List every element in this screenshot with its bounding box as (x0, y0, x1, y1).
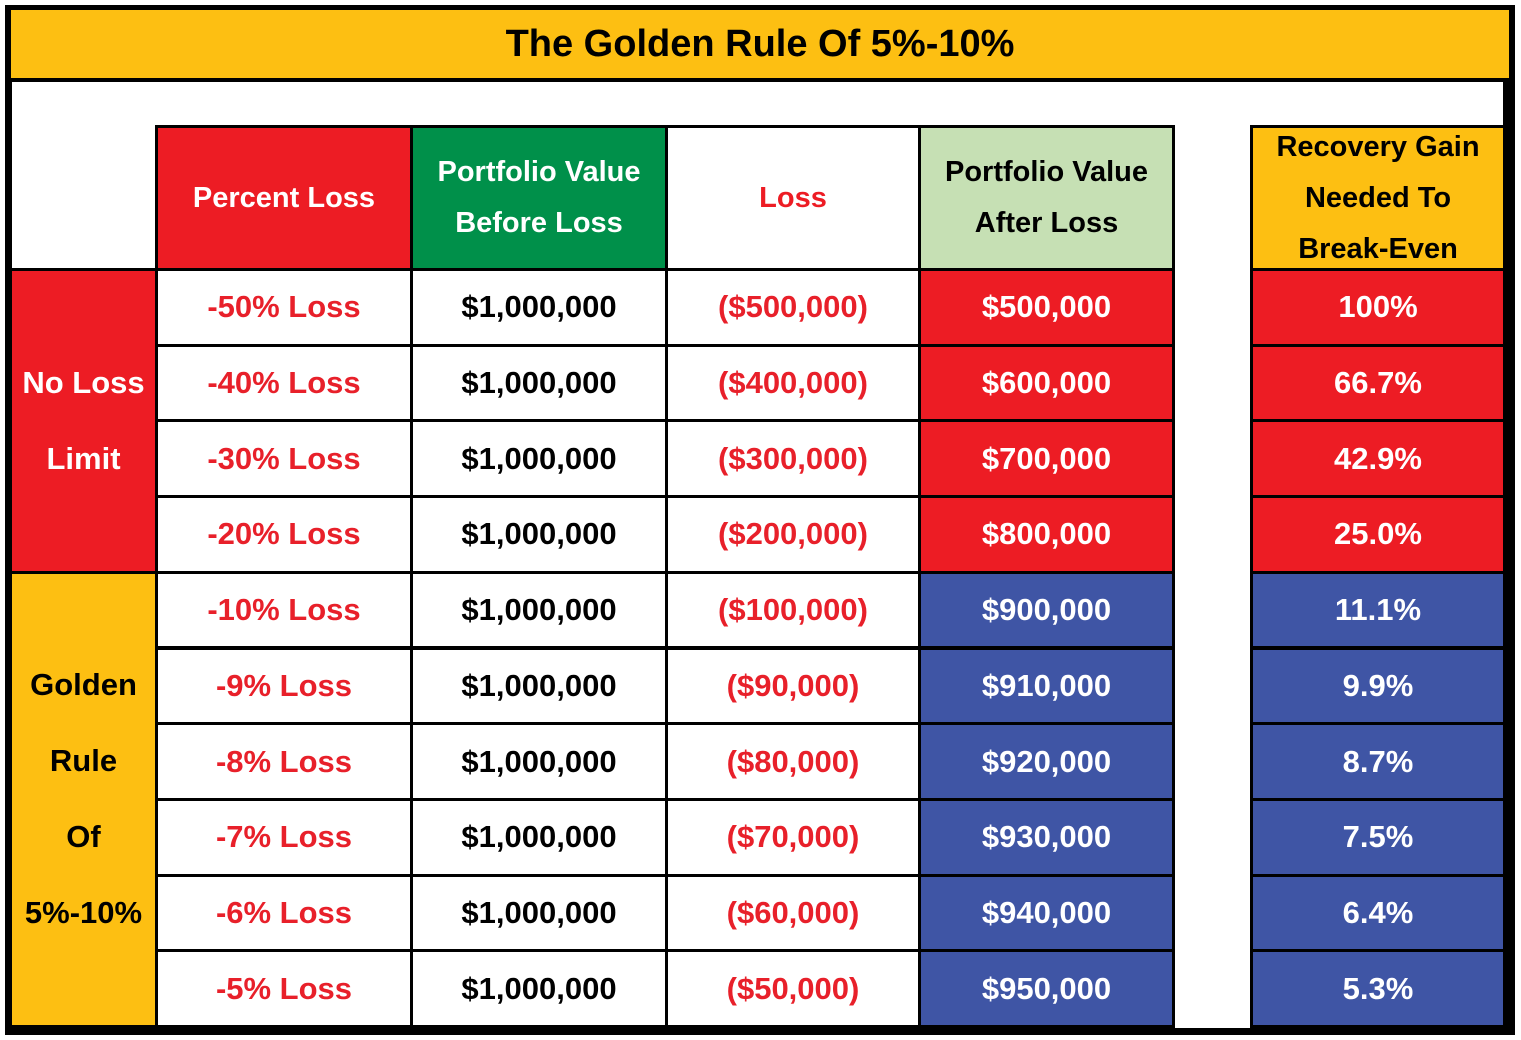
corner (12, 82, 155, 268)
table-cell: ($70,000) (668, 800, 918, 874)
table-cell: ($400,000) (668, 346, 918, 420)
table-cell: ($300,000) (668, 422, 918, 496)
table-cell: 5.3% (1253, 952, 1503, 1025)
table-cell: $900,000 (921, 573, 1172, 647)
table-cell: ($100,000) (668, 573, 918, 647)
column-header: Portfolio Value After Loss (921, 128, 1172, 268)
table-cell: -9% Loss (158, 649, 410, 723)
table-cell: $700,000 (921, 422, 1172, 496)
table-cell: $930,000 (921, 800, 1172, 874)
column-header: Percent Loss (158, 128, 410, 268)
table-cell: $1,000,000 (413, 573, 665, 647)
group-label-line: Limit (46, 440, 121, 476)
table-cell: -50% Loss (158, 271, 410, 344)
table-cell: -30% Loss (158, 422, 410, 496)
header-line: After Loss (974, 207, 1119, 239)
table-cell: ($80,000) (668, 725, 918, 798)
table-cell: 25.0% (1253, 498, 1503, 571)
group-label-line: Golden (30, 667, 137, 703)
table-cell: $920,000 (921, 725, 1172, 798)
table-cell: $1,000,000 (413, 725, 665, 798)
group-label-line: Rule (49, 743, 118, 779)
table-cell: $1,000,000 (413, 800, 665, 874)
table-cell: ($50,000) (668, 952, 918, 1025)
group-label-line: No Loss (22, 364, 145, 400)
table-cell: $910,000 (921, 649, 1172, 723)
header-line: Percent Loss (192, 181, 376, 214)
table-cell: $1,000,000 (413, 498, 665, 571)
table-cell: 100% (1253, 271, 1503, 344)
table-cell: 42.9% (1253, 422, 1503, 496)
header-line: Portfolio Value (437, 156, 641, 188)
table-cell: 66.7% (1253, 346, 1503, 420)
table-cell: $950,000 (921, 952, 1172, 1025)
table-cell: $1,000,000 (413, 271, 665, 344)
table-cell: ($90,000) (668, 649, 918, 723)
column-header: Portfolio Value Before Loss (413, 128, 665, 268)
table-cell: -20% Loss (158, 498, 410, 571)
table-cell: -10% Loss (158, 573, 410, 647)
group-label: Golden Rule Of 5%-10% (12, 573, 155, 1025)
table-cell: -6% Loss (158, 876, 410, 950)
spacer (12, 82, 1503, 125)
column-header: Loss (668, 128, 918, 268)
table-cell: 6.4% (1253, 876, 1503, 950)
table-cell: $800,000 (921, 498, 1172, 571)
table-cell: 7.5% (1253, 800, 1503, 874)
group-label-line: Of (66, 819, 101, 855)
table-cell: $940,000 (921, 876, 1172, 950)
group-label-line: 5%-10% (24, 895, 143, 931)
header-line: Needed To (1304, 181, 1452, 214)
table-cell: -40% Loss (158, 346, 410, 420)
group-label: No Loss Limit (12, 271, 155, 571)
table-cell: $1,000,000 (413, 952, 665, 1025)
column-header: Recovery Gain Needed To Break-Even (1253, 128, 1503, 268)
table-cell: -5% Loss (158, 952, 410, 1025)
table-cell: -7% Loss (158, 800, 410, 874)
header-line: Before Loss (455, 207, 623, 239)
gap-column (1175, 82, 1250, 1028)
table-cell: 11.1% (1253, 573, 1503, 647)
table-cell: $1,000,000 (413, 876, 665, 950)
table-cell: $1,000,000 (413, 346, 665, 420)
header-line: Portfolio Value (944, 156, 1149, 188)
table-cell: 8.7% (1253, 725, 1503, 798)
header-line: Loss (759, 181, 827, 214)
header-line: Break-Even (1298, 232, 1458, 265)
table-cell: 9.9% (1253, 649, 1503, 723)
header-line: Recovery Gain (1276, 130, 1480, 163)
table-cell: ($200,000) (668, 498, 918, 571)
table-cell: -8% Loss (158, 725, 410, 798)
table-cell: $1,000,000 (413, 422, 665, 496)
table-cell: $500,000 (921, 271, 1172, 344)
table-cell: $1,000,000 (413, 649, 665, 723)
table-cell: $600,000 (921, 346, 1172, 420)
table-cell: ($60,000) (668, 876, 918, 950)
table-cell: ($500,000) (668, 271, 918, 344)
title: The Golden Rule Of 5%-10% (11, 10, 1509, 78)
